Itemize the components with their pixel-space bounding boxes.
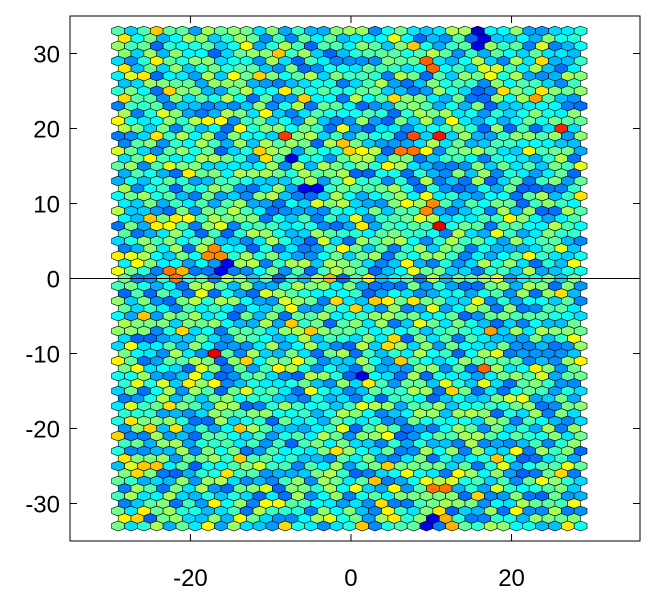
hex-cell (548, 520, 562, 532)
hex-cell (406, 520, 421, 532)
hex-cell (522, 520, 536, 532)
y-tick-label: -10 (25, 342, 60, 369)
hex-cell (175, 520, 190, 532)
hex-cell (278, 520, 292, 532)
x-tick-label: 20 (498, 565, 525, 592)
hex-cell (201, 520, 215, 532)
hex-cell (381, 520, 395, 532)
hex-cell (342, 520, 357, 532)
hex-cell (509, 520, 524, 532)
y-tick-label: -30 (25, 492, 60, 519)
hex-cell (355, 520, 369, 532)
hex-cell (393, 520, 408, 532)
y-tick-label: 10 (33, 192, 60, 219)
y-tick-label: 20 (33, 117, 60, 144)
hex-cell (316, 520, 331, 532)
hex-cell (471, 520, 485, 532)
hex-cells (111, 25, 588, 532)
hex-cell (535, 520, 549, 532)
hex-cell (329, 520, 344, 532)
hex-cell (150, 520, 164, 532)
hex-cell (304, 520, 318, 532)
x-tick-label: 0 (344, 565, 357, 592)
hex-cell (432, 520, 447, 532)
hex-cell (214, 520, 228, 532)
hex-cell (291, 520, 305, 532)
hex-cell (137, 520, 151, 532)
hex-cell (573, 520, 588, 532)
hex-cell (419, 520, 434, 532)
y-tick-label: 30 (33, 42, 60, 69)
y-tick-label: 0 (47, 267, 60, 294)
x-axis: -20 0 20 (173, 16, 525, 592)
hex-cell (458, 520, 472, 532)
hex-cell (124, 520, 138, 532)
hex-cell (483, 520, 498, 532)
hex-cell (496, 520, 511, 532)
hex-cell (265, 520, 280, 532)
hex-cell (239, 520, 254, 532)
y-tick-label: -20 (25, 417, 60, 444)
hex-cell (445, 520, 459, 532)
hex-cell (560, 520, 575, 532)
x-tick-label: -20 (173, 565, 208, 592)
hex-cell (111, 520, 125, 532)
hex-cell (227, 520, 241, 532)
hex-cell (368, 520, 382, 532)
hex-cell (162, 520, 177, 532)
hex-cell (252, 520, 267, 532)
hex-cell (188, 520, 202, 532)
y-axis: -30 -20 -10 0 10 20 30 (25, 42, 640, 519)
